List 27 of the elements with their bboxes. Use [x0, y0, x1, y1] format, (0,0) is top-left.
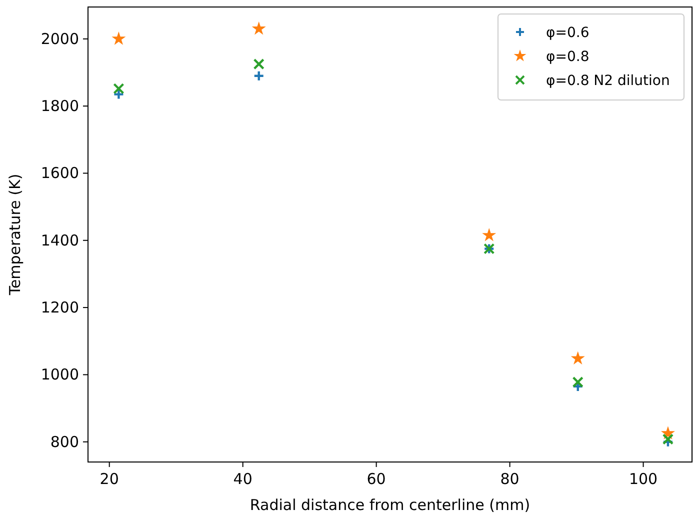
y-tick-label: 2000 — [40, 30, 79, 48]
x-tick-label: 40 — [233, 470, 252, 488]
point — [482, 228, 496, 242]
y-tick-label: 1200 — [40, 298, 79, 317]
point — [252, 21, 266, 35]
y-tick-label: 1800 — [40, 97, 79, 116]
point — [253, 70, 264, 82]
y-tick-label: 800 — [50, 432, 79, 451]
point — [662, 434, 674, 445]
y-tick-label: 1000 — [40, 366, 79, 384]
point — [572, 376, 584, 388]
point — [113, 83, 124, 94]
y-tick-label: 1400 — [40, 231, 79, 250]
legend-label: φ=0.6 — [546, 25, 590, 41]
y-axis-title: Temperature (K) — [6, 174, 24, 296]
point — [253, 58, 264, 70]
legend-label: φ=0.8 N2 dilution — [546, 73, 670, 89]
point — [113, 88, 124, 100]
x-axis-title: Radial distance from centerline (mm) — [250, 496, 530, 514]
point — [570, 351, 585, 365]
x-tick-label: 100 — [628, 470, 658, 488]
y-tick-label: 1600 — [40, 164, 79, 182]
legend-label: φ=0.8 — [546, 49, 590, 65]
x-tick-label: 80 — [500, 470, 520, 488]
x-tick-label: 20 — [100, 470, 119, 488]
x-tick-label: 60 — [366, 470, 386, 488]
point — [112, 32, 126, 45]
